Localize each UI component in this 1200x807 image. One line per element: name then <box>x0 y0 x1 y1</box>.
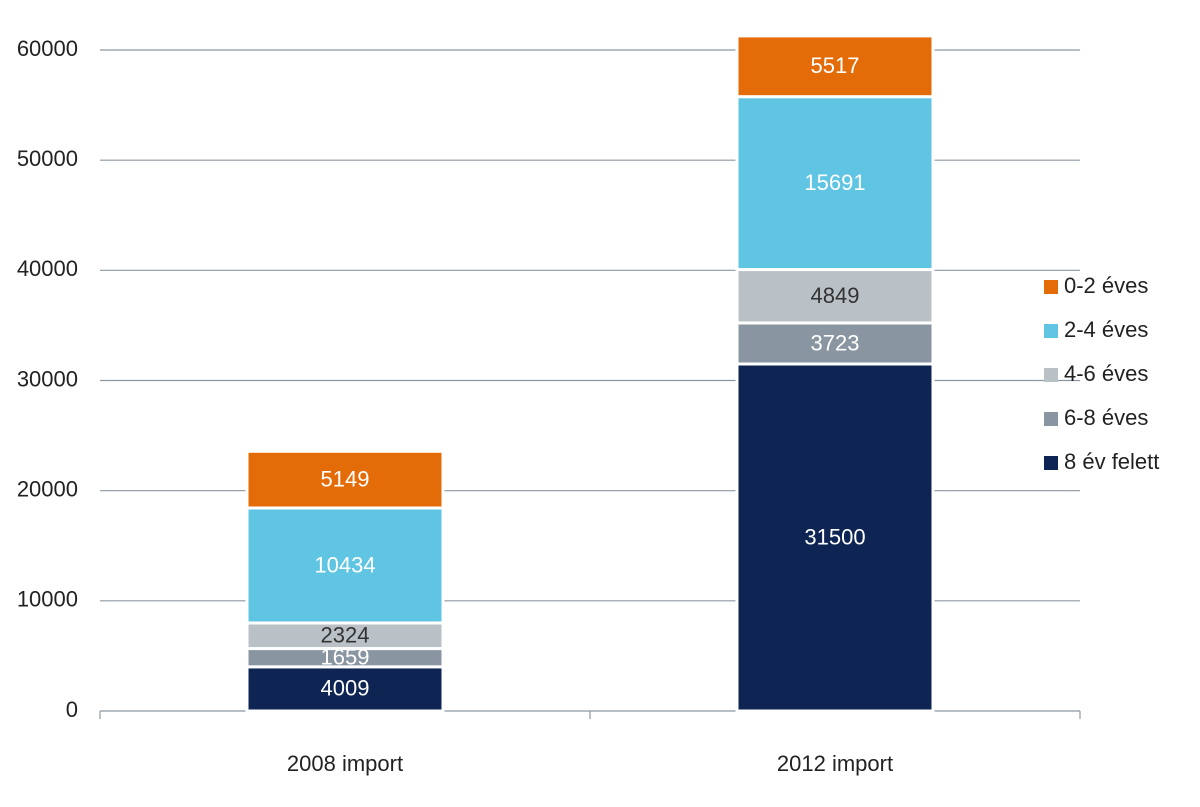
data-label: 3723 <box>811 330 860 355</box>
data-label: 5517 <box>811 53 860 78</box>
legend-label: 2-4 éves <box>1064 317 1148 342</box>
legend-label: 6-8 éves <box>1064 405 1148 430</box>
bar-segment <box>735 362 935 713</box>
y-tick-label: 20000 <box>17 476 78 501</box>
data-label: 2324 <box>321 623 370 648</box>
y-tick-label: 10000 <box>17 587 78 612</box>
data-label: 31500 <box>804 524 865 549</box>
y-tick-label: 30000 <box>17 366 78 391</box>
y-tick-label: 0 <box>66 697 78 722</box>
x-tick-label: 2012 import <box>777 751 893 776</box>
bar-segment <box>245 506 445 625</box>
legend-swatch <box>1044 280 1058 294</box>
data-label: 5149 <box>321 466 370 491</box>
legend-label: 4-6 éves <box>1064 361 1148 386</box>
data-label: 10434 <box>314 552 375 577</box>
legend-label: 8 év felett <box>1064 449 1159 474</box>
y-tick-label: 60000 <box>17 36 78 61</box>
data-label: 4849 <box>811 283 860 308</box>
legend-swatch <box>1044 324 1058 338</box>
bar-segment <box>735 34 935 99</box>
bar-segment <box>245 449 445 510</box>
bar-segment <box>735 95 935 272</box>
legend-swatch <box>1044 456 1058 470</box>
legend-label: 0-2 éves <box>1064 273 1148 298</box>
y-tick-label: 40000 <box>17 256 78 281</box>
legend-swatch <box>1044 368 1058 382</box>
x-tick-label: 2008 import <box>287 751 403 776</box>
legend-swatch <box>1044 412 1058 426</box>
data-label: 15691 <box>804 170 865 195</box>
bar-segment <box>735 321 935 366</box>
data-label: 4009 <box>321 676 370 701</box>
y-tick-label: 50000 <box>17 146 78 171</box>
